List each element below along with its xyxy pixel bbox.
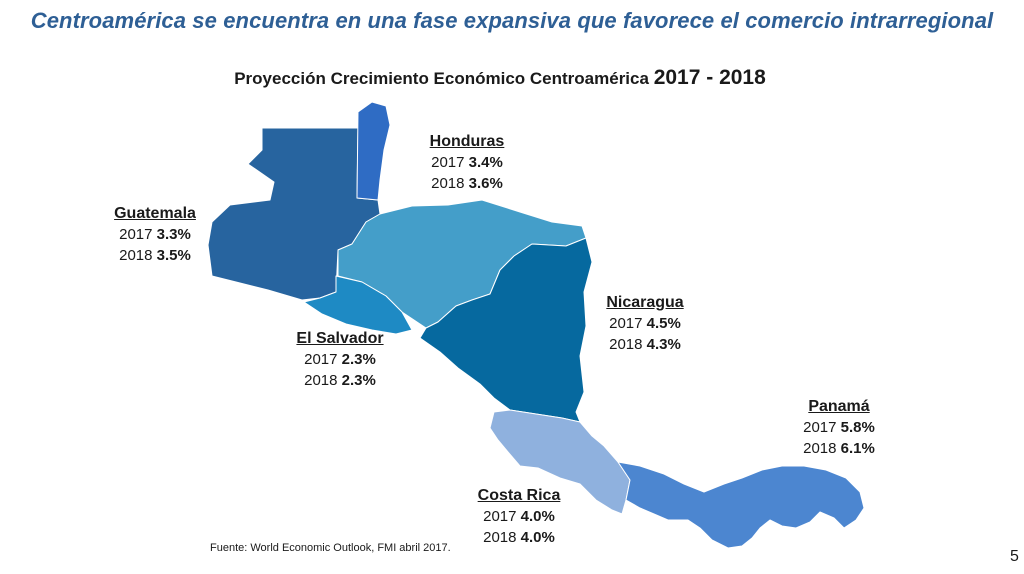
panama-region [617, 461, 865, 549]
guatemala-2017: 2017 3.3% [119, 226, 191, 243]
nicaragua-region [419, 237, 593, 423]
costa-rica-2018: 2018 4.0% [483, 529, 555, 546]
panama-2018: 2018 6.1% [803, 440, 875, 457]
honduras-name: Honduras [429, 133, 505, 150]
belize-region [356, 101, 391, 201]
honduras-label: Honduras 2017 3.4% 2018 3.6% [412, 131, 522, 194]
el-salvador-label: El Salvador 2017 2.3% 2018 2.3% [284, 328, 396, 391]
guatemala-label: Guatemala 2017 3.3% 2018 3.5% [100, 203, 210, 266]
panama-label: Panamá 2017 5.8% 2018 6.1% [786, 396, 892, 459]
costa-rica-name: Costa Rica [477, 487, 561, 504]
panama-name: Panamá [808, 398, 870, 415]
slide-headline: Centroamérica se encuentra en una fase e… [30, 8, 994, 33]
costa-rica-2017: 2017 4.0% [483, 508, 555, 525]
el-salvador-2017: 2017 2.3% [304, 351, 376, 368]
nicaragua-label: Nicaragua 2017 4.5% 2018 4.3% [590, 292, 700, 355]
map-title-text: Proyección Crecimiento Económico Centroa… [234, 69, 649, 88]
map-title: Proyección Crecimiento Económico Centroa… [0, 66, 1000, 90]
nicaragua-2017: 2017 4.5% [609, 315, 681, 332]
honduras-2017: 2017 3.4% [431, 154, 503, 171]
el-salvador-2018: 2018 2.3% [304, 372, 376, 389]
costa-rica-label: Costa Rica 2017 4.0% 2018 4.0% [466, 485, 572, 548]
costa-rica-region [489, 409, 631, 515]
nicaragua-2018: 2018 4.3% [609, 336, 681, 353]
map-title-years: 2017 - 2018 [653, 66, 766, 89]
honduras-2018: 2018 3.6% [431, 175, 503, 192]
guatemala-name: Guatemala [114, 205, 196, 222]
nicaragua-name: Nicaragua [606, 294, 684, 311]
guatemala-2018: 2018 3.5% [119, 247, 191, 264]
guatemala-region [207, 127, 381, 301]
page-number: 5 [1010, 548, 1019, 565]
panama-2017: 2017 5.8% [803, 419, 875, 436]
el-salvador-region [303, 275, 413, 335]
source-note: Fuente: World Economic Outlook, FMI abri… [210, 542, 451, 554]
el-salvador-name: El Salvador [296, 330, 384, 347]
